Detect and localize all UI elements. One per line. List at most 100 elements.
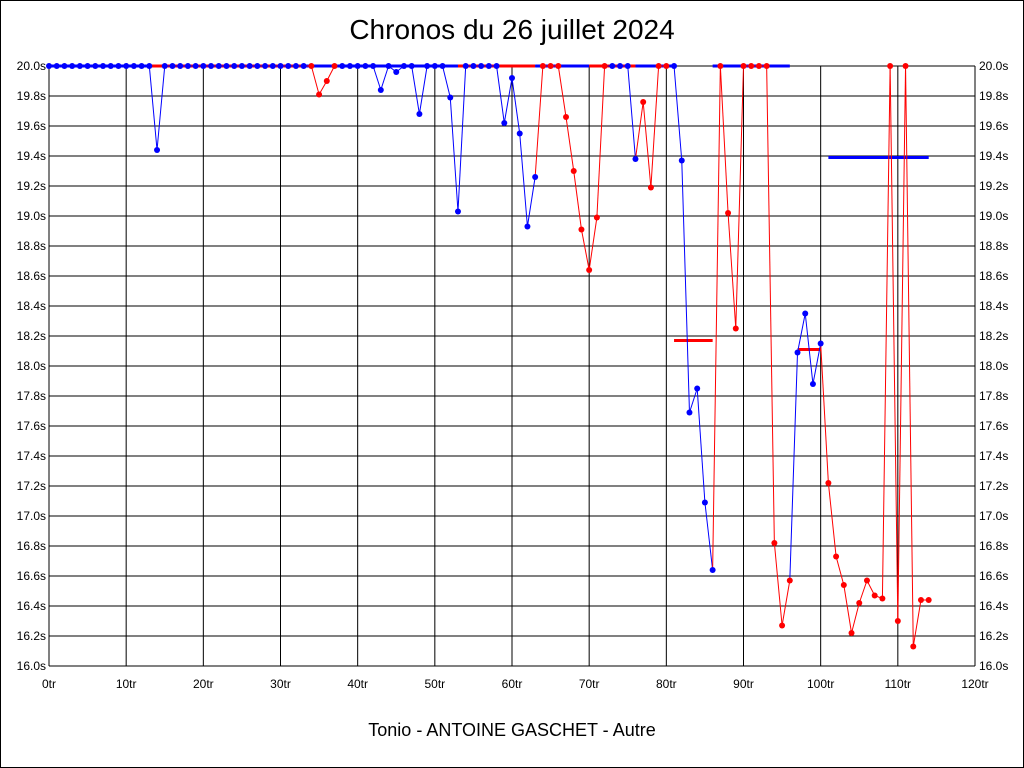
x-tick-label: 70tr [579, 677, 600, 691]
series-segment [565, 116, 575, 172]
data-point [416, 111, 423, 117]
data-point [902, 63, 909, 69]
data-point [532, 174, 539, 180]
data-point [400, 63, 407, 69]
x-tick-label: 60tr [502, 677, 523, 691]
y-tick-label-right: 17.6s [979, 419, 1008, 433]
x-tick-label: 20tr [193, 677, 214, 691]
data-point [424, 63, 431, 69]
series-segment [573, 170, 582, 230]
data-point [454, 208, 461, 215]
x-tick-label: 100tr [807, 677, 834, 691]
series-segment [557, 65, 567, 118]
x-tick-label: 0tr [42, 677, 56, 691]
series-segment [719, 65, 729, 214]
data-point [316, 91, 323, 98]
data-point [393, 69, 400, 75]
data-point [555, 63, 562, 69]
data-point [678, 157, 685, 164]
x-tick-label: 120tr [961, 677, 988, 691]
y-tick-label-right: 18.4s [979, 299, 1008, 313]
data-point [331, 63, 338, 69]
y-tick-label-left: 19.8s [17, 89, 46, 103]
y-tick-label-right: 16.0s [979, 659, 1008, 673]
data-point [385, 63, 392, 69]
y-tick-label-left: 16.8s [17, 539, 46, 553]
data-point [763, 63, 770, 69]
series-segment [689, 388, 698, 413]
series-segment [843, 584, 853, 634]
data-point [53, 63, 60, 69]
data-point [238, 63, 245, 69]
y-tick-label-right: 16.6s [979, 569, 1008, 583]
series-segment [503, 77, 513, 124]
data-point [563, 114, 570, 120]
data-point [200, 63, 207, 69]
y-tick-label-right: 17.4s [979, 449, 1008, 463]
series-segment [889, 65, 899, 622]
data-point [701, 499, 708, 506]
x-tick-label: 50tr [424, 677, 445, 691]
data-point [246, 63, 253, 69]
data-point [917, 597, 924, 603]
data-point [292, 63, 299, 69]
data-point [215, 63, 222, 69]
series-segment [650, 65, 660, 188]
series-segment [827, 482, 837, 557]
series-segment [773, 542, 783, 626]
data-point [694, 385, 701, 392]
data-point [771, 540, 778, 546]
data-point [370, 63, 377, 69]
data-point [809, 381, 816, 387]
series-segment [727, 212, 737, 329]
data-point [856, 600, 863, 606]
data-point [516, 130, 523, 137]
data-point [323, 78, 330, 84]
y-tick-label-right: 16.8s [979, 539, 1008, 553]
data-point [115, 63, 122, 69]
y-tick-label-right: 18.0s [979, 359, 1008, 373]
data-point [277, 63, 284, 69]
data-point [547, 63, 554, 69]
series-segment [881, 65, 891, 599]
data-point [431, 63, 438, 69]
series-segment [804, 313, 814, 385]
data-point [146, 63, 153, 69]
y-tick-label-left: 16.2s [17, 629, 46, 643]
series-segment [835, 556, 845, 586]
x-tick-label: 10tr [116, 677, 137, 691]
series-segment [696, 388, 706, 503]
y-tick-label-right: 16.4s [979, 599, 1008, 613]
series-segment [627, 65, 636, 160]
y-tick-label-right: 20.0s [979, 59, 1008, 73]
y-tick-label-left: 17.6s [17, 419, 46, 433]
data-point [748, 63, 755, 69]
data-point [755, 63, 762, 69]
data-point [231, 63, 238, 69]
data-point [802, 310, 809, 317]
data-point [632, 156, 639, 162]
data-point [354, 63, 361, 69]
data-point [447, 94, 454, 101]
y-tick-label-left: 18.0s [17, 359, 46, 373]
data-point [925, 597, 932, 603]
data-point [377, 87, 384, 93]
series-segment [511, 77, 521, 134]
data-point [92, 63, 99, 69]
data-point [732, 325, 739, 332]
data-point [300, 63, 307, 69]
data-point [184, 63, 191, 69]
series-segment [588, 217, 598, 271]
series-segment [310, 65, 320, 95]
data-point [624, 63, 631, 69]
y-tick-label-right: 18.8s [979, 239, 1008, 253]
series-segment [526, 176, 536, 227]
data-point [686, 409, 693, 416]
data-point [647, 184, 654, 191]
data-point [254, 63, 261, 69]
data-point [61, 63, 68, 69]
data-point [524, 223, 531, 230]
x-tick-label: 90tr [733, 677, 754, 691]
data-point [485, 63, 492, 69]
y-tick-label-left: 19.0s [17, 209, 46, 223]
